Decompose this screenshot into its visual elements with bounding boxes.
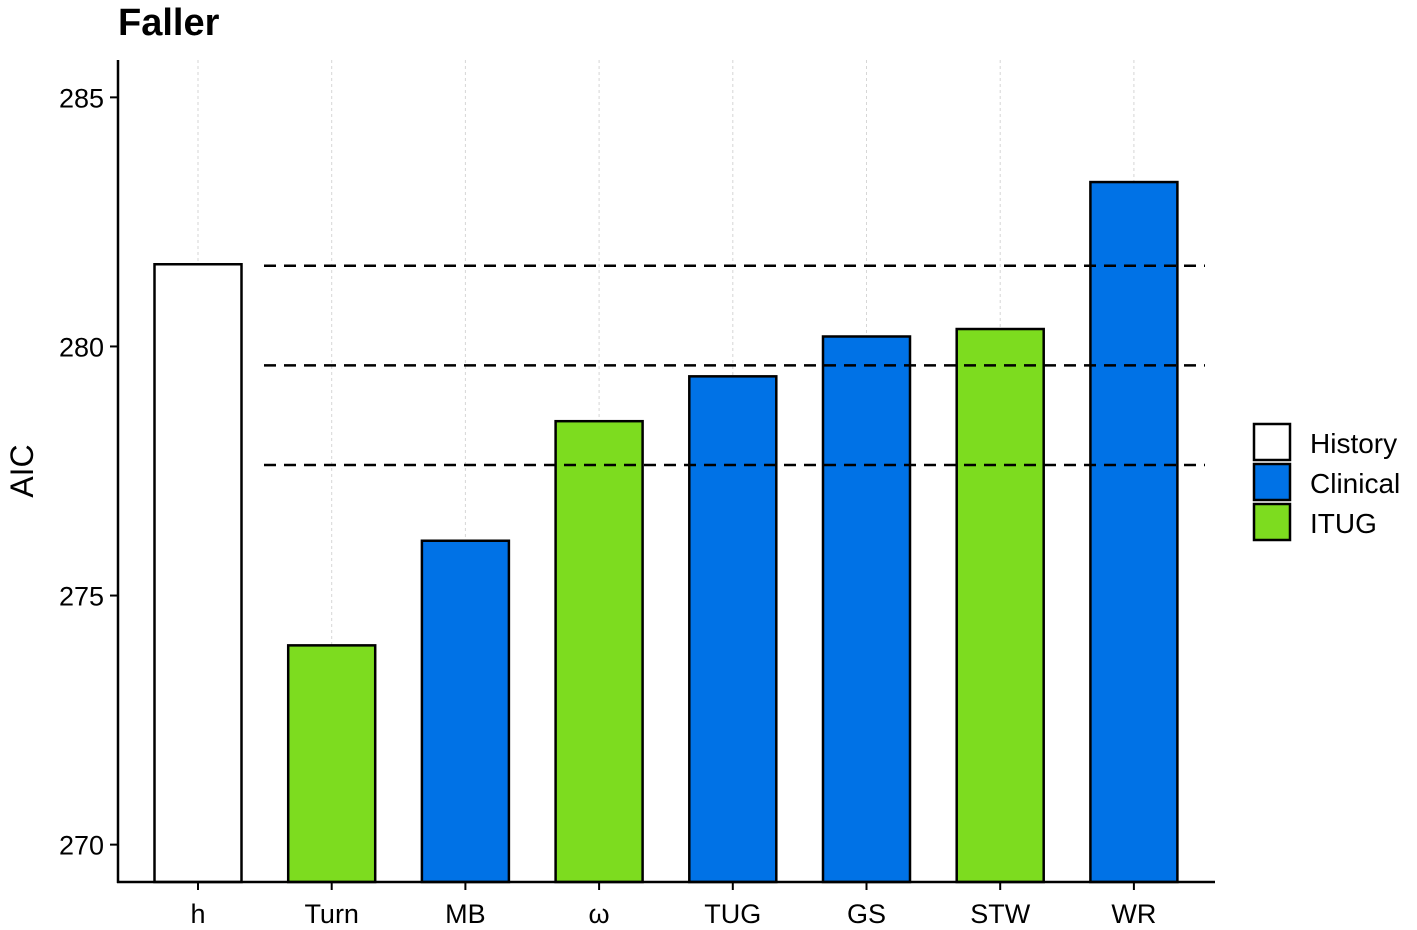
- x-tick-label: STW: [970, 899, 1031, 929]
- legend-swatch: [1252, 422, 1292, 462]
- bar: [955, 327, 1045, 884]
- x-tick-label: GS: [847, 899, 886, 929]
- x-tick-label: h: [190, 899, 205, 929]
- legend-label: History: [1310, 428, 1397, 459]
- reference-lines: [264, 264, 1205, 467]
- legend-label: Clinical: [1310, 468, 1400, 499]
- x-tick-label: ω: [589, 899, 610, 929]
- bar: [554, 419, 644, 884]
- chart-title: Faller: [118, 2, 220, 44]
- x-axis-ticks: h Turn MB ω TUG GS STW WR: [190, 882, 1156, 929]
- legend: History Clinical ITUG: [1252, 422, 1400, 542]
- y-axis-ticks: 270 275 280 285: [59, 83, 118, 861]
- y-tick-label: 285: [59, 83, 104, 113]
- x-tick-label: Turn: [304, 899, 359, 929]
- legend-swatch: [1252, 462, 1292, 502]
- x-tick-label: WR: [1111, 899, 1156, 929]
- legend-swatch: [1252, 502, 1292, 542]
- bars: [153, 180, 1179, 884]
- bar: [420, 539, 511, 884]
- bar: [688, 375, 778, 884]
- bar: [821, 335, 912, 884]
- bar: [153, 263, 243, 884]
- legend-label: ITUG: [1310, 508, 1377, 539]
- y-tick-label: 275: [59, 582, 104, 612]
- y-tick-label: 270: [59, 831, 104, 861]
- y-tick-label: 280: [59, 332, 104, 362]
- x-tick-label: TUG: [704, 899, 761, 929]
- bar: [1089, 180, 1179, 884]
- y-axis-label: AIC: [4, 444, 40, 497]
- bar: [286, 644, 377, 884]
- axes: [116, 60, 1215, 884]
- x-tick-label: MB: [445, 899, 486, 929]
